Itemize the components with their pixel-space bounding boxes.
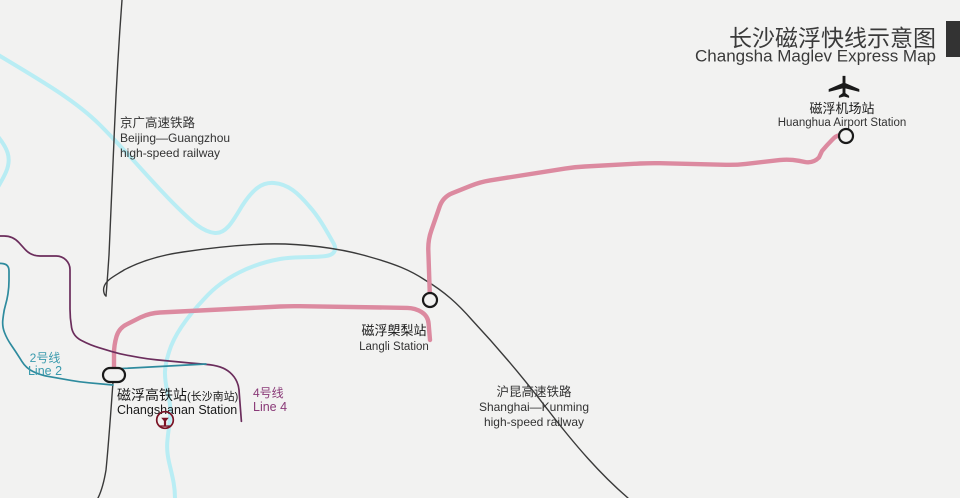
svg-text:2号线: 2号线 <box>30 351 61 365</box>
svg-text:Line 4: Line 4 <box>253 400 287 414</box>
svg-text:Huanghua Airport Station: Huanghua Airport Station <box>778 117 907 129</box>
svg-text:high-speed railway: high-speed railway <box>484 415 584 429</box>
svg-text:京广高速铁路: 京广高速铁路 <box>120 115 196 130</box>
svg-text:磁浮机场站: 磁浮机场站 <box>809 101 874 116</box>
svg-text:Changsha Maglev Express Map: Changsha Maglev Express Map <box>695 47 936 66</box>
svg-text:Changshanan Station: Changshanan Station <box>117 403 237 417</box>
svg-text:Line 2: Line 2 <box>28 364 62 378</box>
svg-text:沪昆高速铁路: 沪昆高速铁路 <box>496 384 572 399</box>
svg-text:Beijing—Guangzhou: Beijing—Guangzhou <box>120 131 230 145</box>
svg-text:Shanghai—Kunming: Shanghai—Kunming <box>479 400 589 414</box>
svg-text:4号线: 4号线 <box>253 386 284 400</box>
svg-text:磁浮㮾梨站: 磁浮㮾梨站 <box>361 323 426 338</box>
svg-text:Langli Station: Langli Station <box>359 341 429 353</box>
svg-text:high-speed railway: high-speed railway <box>120 146 220 160</box>
